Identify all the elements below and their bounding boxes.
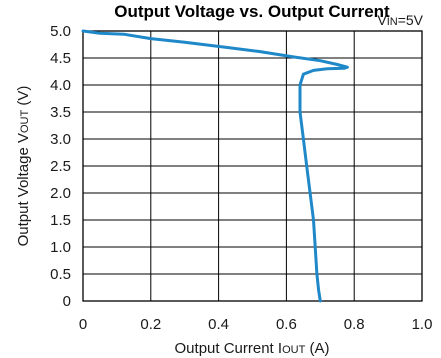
y-tick-labels: 0 0.5 1.0 1.5 2.0 2.5 3.0 3.5 4.0 4.5 5.0 (50, 23, 71, 310)
y-axis-label: Output Voltage VOUT (V) (15, 86, 32, 247)
y-tick-label: 4.5 (50, 50, 71, 67)
grid (82, 30, 423, 302)
x-tick-label: 0.8 (344, 316, 365, 333)
x-tick-label: 0 (79, 316, 87, 333)
y-tick-label: 4.0 (50, 77, 71, 94)
chart-annotation: VIN=5V (377, 12, 423, 28)
x-tick-label: 0.6 (276, 316, 297, 333)
x-tick-label: 0.2 (140, 316, 161, 333)
y-tick-label: 2.0 (50, 185, 71, 202)
y-tick-label: 0.5 (50, 266, 71, 283)
x-axis-label: Output Current IOUT (A) (175, 340, 330, 357)
series-group (81, 29, 349, 303)
y-tick-label: 1.0 (50, 239, 71, 256)
x-tick-label: 1.0 (412, 316, 433, 333)
series-line (81, 29, 349, 303)
y-tick-label: 1.5 (50, 212, 71, 229)
y-tick-label: 5.0 (50, 23, 71, 40)
x-tick-label: 0.4 (208, 316, 229, 333)
y-tick-label: 0 (63, 293, 71, 310)
chart-title: Output Voltage vs. Output Current (114, 2, 390, 21)
y-tick-label: 2.5 (50, 158, 71, 175)
plot-frame (82, 30, 423, 302)
y-tick-label: 3.5 (50, 104, 71, 121)
x-tick-labels: 0 0.2 0.4 0.6 0.8 1.0 (79, 316, 433, 333)
y-tick-label: 3.0 (50, 131, 71, 148)
